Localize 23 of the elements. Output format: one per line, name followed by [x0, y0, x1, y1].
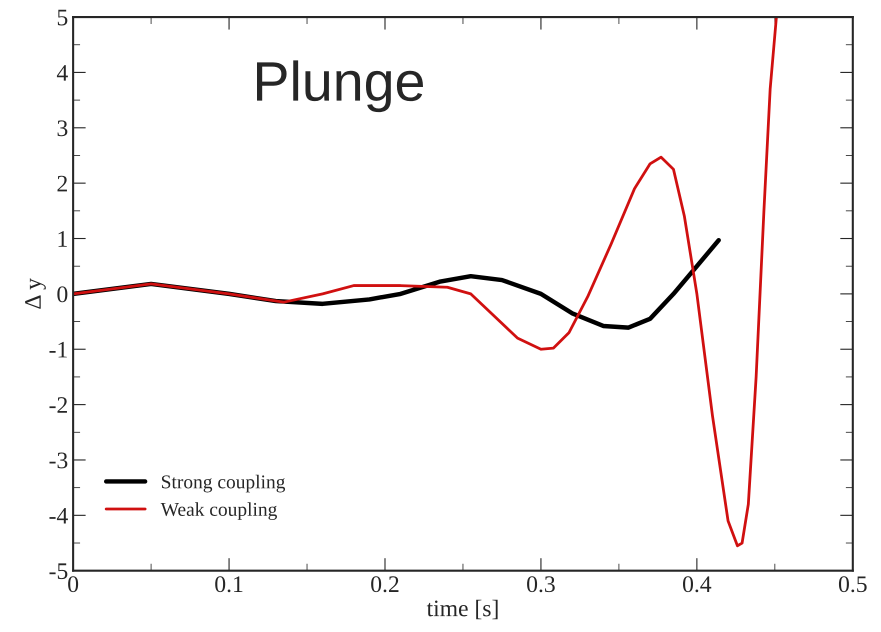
y-tick-label: 0 — [57, 286, 68, 302]
y-tick-label: -1 — [49, 342, 67, 358]
legend-label: Strong coupling — [162, 474, 286, 492]
legend-label: Weak coupling — [160, 502, 277, 520]
x-tick-label: 0.5 — [838, 576, 867, 592]
x-tick-label: 0.3 — [527, 576, 555, 592]
x-axis-title: time [s] — [426, 600, 498, 620]
y-tick-label: -4 — [49, 508, 68, 524]
y-tick-label: 4 — [56, 65, 68, 81]
text: Plunge — [257, 60, 423, 112]
x-tick-label: 0.1 — [215, 576, 242, 592]
line-series — [73, 17, 778, 548]
y-tick-label: -2 — [49, 397, 67, 413]
y-axis-title: Δ y — [25, 278, 46, 309]
y-tick-label: 3 — [58, 120, 68, 136]
x-tick-label: 0.2 — [371, 576, 398, 592]
x-tick-label: 0.4 — [683, 576, 712, 592]
x-tick-label: 0 — [68, 576, 78, 592]
y-tick-label: 5 — [58, 10, 68, 26]
y-tick-label: 1 — [58, 231, 67, 247]
y-tick-label: -3 — [49, 452, 68, 468]
y-tick-label: -5 — [49, 563, 68, 580]
y-tick-label: 2 — [57, 176, 67, 192]
